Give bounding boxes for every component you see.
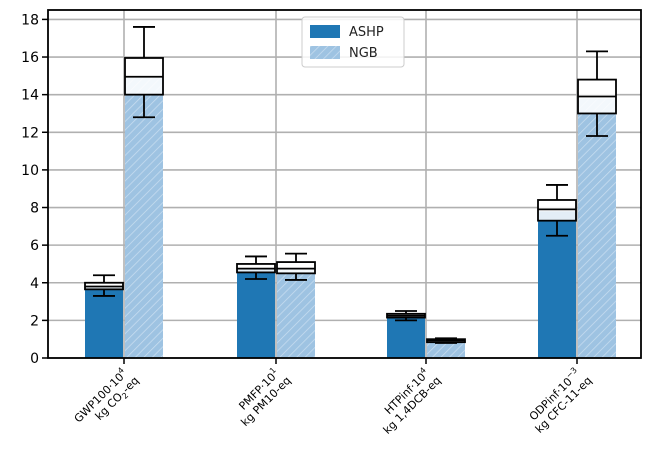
boxplot-ngb-0 <box>124 26 164 119</box>
boxplots <box>84 26 617 344</box>
y-tick-label: 2 <box>30 313 39 329</box>
box-iqr <box>537 199 577 222</box>
boxplot-ngb-1 <box>276 252 316 281</box>
bar-ngb-3 <box>578 98 616 358</box>
y-tick-label: 18 <box>21 12 39 28</box>
legend-swatch-ashp <box>310 25 340 38</box>
y-tick-label: 14 <box>21 88 39 104</box>
legend: ASHP NGB <box>301 16 405 68</box>
bar-ashp-0 <box>85 287 123 358</box>
plot-frame <box>47 9 642 359</box>
y-axis: 0 2 4 6 8 10 12 14 16 18 <box>21 12 48 367</box>
boxplot-ashp-0 <box>84 274 124 297</box>
legend-swatch-ngb <box>310 46 340 59</box>
bars <box>85 77 616 358</box>
bar-ngb-1 <box>277 269 315 358</box>
y-tick-label: 10 <box>21 163 39 179</box>
box-iqr <box>276 261 316 275</box>
boxplot-ashp-1 <box>236 255 276 280</box>
y-tick-label: 6 <box>30 238 39 254</box>
y-tick-label: 12 <box>21 125 39 141</box>
y-tick-label: 8 <box>30 201 39 217</box>
bar-ngb-2 <box>427 341 465 358</box>
legend-label-ngb: NGB <box>349 46 378 61</box>
y-tick-label: 16 <box>21 50 39 66</box>
boxplot-ashp-2 <box>386 310 426 322</box>
boxplot-ngb-2 <box>426 337 466 344</box>
y-tick-label: 0 <box>30 351 39 367</box>
x-tick-label-3: ODPinf·10−3kg CFC-11-eq <box>527 366 595 436</box>
boxplot-ashp-3 <box>537 184 577 237</box>
legend-label-ashp: ASHP <box>349 25 384 40</box>
bar-ngb-0 <box>125 77 163 358</box>
y-tick-label: 4 <box>30 276 39 292</box>
bar-ashp-1 <box>237 268 275 358</box>
boxplot-ngb-3 <box>577 50 617 137</box>
bar-ashp-2 <box>387 316 425 358</box>
